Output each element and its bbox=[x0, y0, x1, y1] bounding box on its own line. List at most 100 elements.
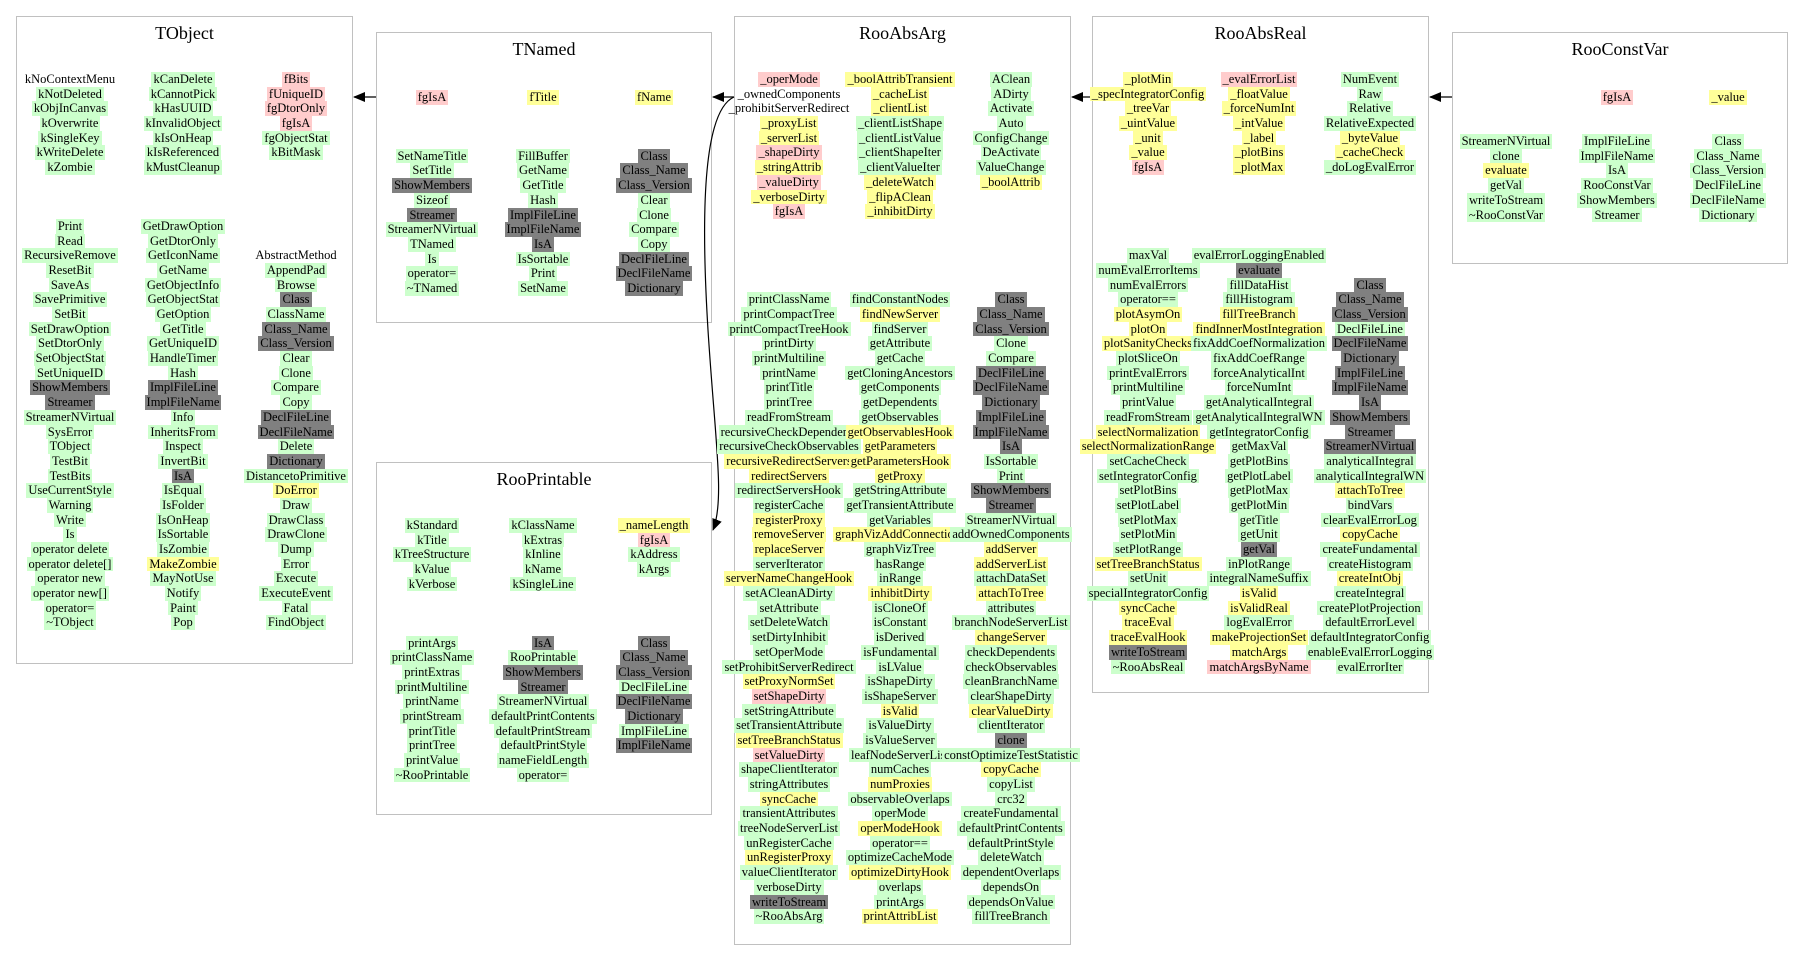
member-name: DeclFileName bbox=[1689, 192, 1767, 208]
member-name: kHasUUID bbox=[152, 101, 214, 117]
member-column-rooconstvar-2: fgIsA ImplFileLine ImplFileName IsA RooConst… bbox=[1557, 90, 1677, 223]
member-spacer bbox=[652, 621, 656, 636]
member-name: Hash bbox=[168, 365, 198, 381]
member-name: inhibitDirty bbox=[868, 586, 932, 601]
member-name: defaultPrintStyle bbox=[966, 835, 1056, 851]
member-spacer bbox=[541, 621, 545, 636]
member-name: bindVars bbox=[1345, 497, 1395, 513]
member-name: DeclFileName bbox=[1331, 336, 1409, 352]
member-spacer bbox=[294, 190, 298, 205]
member-name: kWriteDelete bbox=[34, 145, 106, 161]
member-name: SetBit bbox=[52, 307, 88, 322]
member-column-rooabsarg-1: _operMode _ownedComponents _prohibitServer… bbox=[717, 72, 861, 924]
member-name: checkDependents bbox=[964, 644, 1058, 660]
member-name: enableEvalErrorLogging bbox=[1305, 644, 1435, 660]
member-name: shapeClientIterator bbox=[739, 762, 839, 777]
member-spacer bbox=[541, 105, 545, 120]
member-name: observableOverlaps bbox=[848, 791, 952, 807]
member-name: createIntegral bbox=[1333, 586, 1407, 601]
member-name: selectNormalizationRange bbox=[1079, 439, 1217, 454]
member-spacer bbox=[430, 606, 434, 621]
member-name: setTransientAttribute bbox=[734, 718, 844, 733]
member-name: printValue bbox=[403, 753, 461, 768]
member-name: printTree bbox=[763, 395, 815, 410]
member-name: syncCache bbox=[1118, 600, 1178, 616]
member-name: evaluate bbox=[1236, 262, 1282, 278]
member-name: optimizeDirtyHook bbox=[849, 865, 951, 880]
member-name: SavePrimitive bbox=[32, 292, 108, 307]
member-name: getParameters bbox=[862, 439, 938, 454]
member-name: numEvalErrors bbox=[1107, 277, 1189, 293]
member-name: printTree bbox=[406, 738, 458, 753]
member-name: ExecuteEvent bbox=[259, 586, 333, 601]
member-spacer bbox=[1726, 119, 1730, 134]
member-name: SetNameTitle bbox=[395, 148, 469, 164]
member-name: evalErrorLoggingEnabled bbox=[1191, 248, 1327, 263]
member-spacer bbox=[898, 278, 902, 293]
member-name: _valueDirty bbox=[757, 174, 821, 190]
member-name: fTitle bbox=[527, 90, 559, 105]
member-name: recursiveCheckDependents bbox=[718, 424, 860, 440]
member-name: printAttribList bbox=[861, 909, 939, 924]
member-name: printStream bbox=[400, 708, 464, 724]
member-name: ImplFileLine bbox=[508, 207, 578, 223]
member-name: fillTreeBranch bbox=[1220, 307, 1298, 322]
member-name: overlaps bbox=[876, 879, 924, 895]
member-name: findNewServer bbox=[859, 307, 941, 322]
member-name: FillBuffer bbox=[516, 148, 570, 164]
member-name: operator new bbox=[35, 571, 105, 587]
member-spacer bbox=[1257, 219, 1261, 234]
member-spacer bbox=[1009, 219, 1013, 234]
member-name: _label bbox=[1241, 130, 1277, 146]
member-name: getUnit bbox=[1238, 527, 1280, 542]
member-name: _clientList bbox=[871, 101, 929, 117]
member-name: Class_Version bbox=[258, 336, 334, 352]
member-name: printTitle bbox=[406, 723, 458, 739]
member-spacer bbox=[181, 190, 185, 205]
member-column-rooprintable-2: kClassName kExtras kInline kName kSingleLine… bbox=[483, 518, 603, 783]
member-name: addServer bbox=[983, 542, 1039, 557]
member-name: _prohibitServerRedirect bbox=[728, 101, 850, 116]
member-name: fgIsA bbox=[1600, 90, 1634, 105]
member-name: deleteWatch bbox=[978, 850, 1044, 866]
member-name: kValue bbox=[412, 562, 452, 577]
member-name: kIsOnHeap bbox=[152, 130, 214, 146]
member-name: GetObjectInfo bbox=[144, 277, 222, 293]
member-name: clone bbox=[995, 732, 1027, 748]
member-name: Info bbox=[170, 409, 196, 425]
member-name: Browse bbox=[274, 277, 318, 293]
member-name: isCloneOf bbox=[872, 600, 928, 616]
member-name: Sizeof bbox=[414, 192, 450, 208]
member-name: getPlotLabel bbox=[1225, 468, 1293, 484]
member-name: ADirty bbox=[991, 86, 1031, 102]
member-name: forceNumInt bbox=[1224, 380, 1294, 396]
member-name: _byteValue bbox=[1339, 130, 1401, 146]
member-name: Class bbox=[1712, 134, 1744, 149]
member-name: inPlotRange bbox=[1226, 556, 1292, 572]
member-name: defaultPrintStream bbox=[493, 723, 593, 739]
member-name: attachToTree bbox=[1335, 483, 1405, 498]
member-name: _floatValue bbox=[1228, 86, 1290, 102]
member-name: IsA bbox=[531, 635, 555, 651]
member-name: analyticalIntegral bbox=[1324, 453, 1416, 469]
member-name: attachDataSet bbox=[974, 571, 1048, 587]
member-name: getProxy bbox=[875, 468, 925, 484]
member-name: hasRange bbox=[873, 556, 927, 572]
member-spacer bbox=[1615, 119, 1619, 134]
member-name: _stringAttrib bbox=[754, 160, 824, 175]
member-name: setDirtyInhibit bbox=[750, 630, 828, 645]
member-name: Dictionary bbox=[267, 453, 325, 469]
member-name: ShowMembers bbox=[1330, 409, 1410, 425]
member-name: printMultiline bbox=[394, 679, 470, 695]
member-name: GetObjectStat bbox=[145, 292, 221, 307]
member-column-rooconstvar-1: StreamerNVirtual clone evaluate getVal write… bbox=[1446, 90, 1566, 223]
member-spacer bbox=[1504, 105, 1508, 120]
member-spacer bbox=[541, 119, 545, 134]
member-spacer bbox=[898, 263, 902, 278]
member-name: getMaxVal bbox=[1229, 439, 1289, 454]
member-spacer bbox=[1368, 234, 1372, 249]
member-name: AClean bbox=[989, 72, 1033, 87]
member-name: IsA bbox=[171, 468, 195, 484]
member-name: Dictionary bbox=[982, 395, 1040, 410]
member-name: copyCache bbox=[981, 762, 1041, 777]
